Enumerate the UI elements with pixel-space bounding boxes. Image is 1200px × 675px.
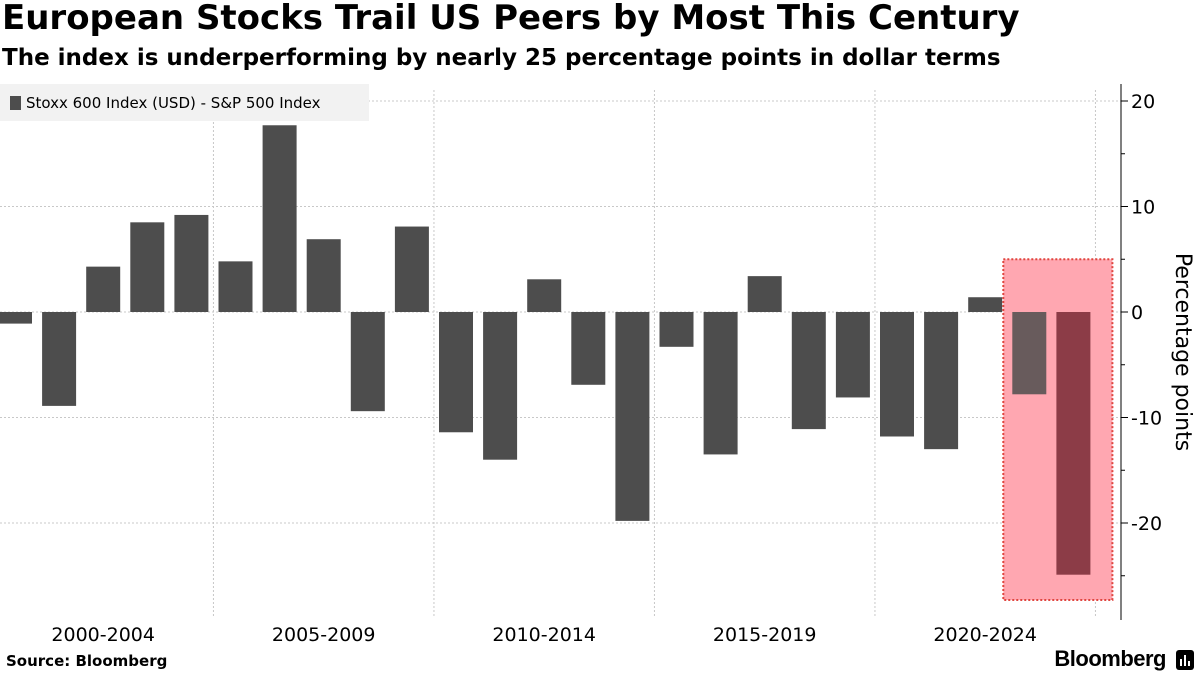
bar-2021 xyxy=(924,312,959,450)
bar-2011 xyxy=(483,312,518,460)
brand-logo: Bloomberg xyxy=(1054,646,1166,671)
bar-2003 xyxy=(130,222,165,312)
x-group-label: 2015-2019 xyxy=(713,624,817,646)
bar-2010 xyxy=(439,312,473,433)
bar-2009 xyxy=(394,226,429,312)
bar-2004 xyxy=(174,214,209,312)
y-axis-title: Percentage points xyxy=(1170,253,1195,451)
legend-label: Stoxx 600 Index (USD) - S&P 500 Index xyxy=(26,93,321,112)
bar-2005 xyxy=(218,261,253,312)
bar-2016 xyxy=(703,312,738,455)
bar-2020 xyxy=(880,312,914,437)
bar-2002 xyxy=(86,266,121,312)
bar-2018 xyxy=(791,312,826,430)
x-group-label: 2000-2004 xyxy=(51,624,155,646)
legend-swatch xyxy=(10,95,21,110)
bar-2015 xyxy=(659,312,694,347)
bar-2006 xyxy=(262,125,297,312)
chart-title: European Stocks Trail US Peers by Most T… xyxy=(2,0,1020,38)
bar-2019 xyxy=(835,312,870,398)
bloomberg-terminal-icon xyxy=(1176,650,1194,670)
bar-2001 xyxy=(42,312,77,406)
bar-2014 xyxy=(615,312,650,521)
legend: Stoxx 600 Index (USD) - S&P 500 Index xyxy=(0,84,369,121)
y-axis: 20 10 0 -10 -20 Percentage points xyxy=(1120,84,1195,620)
y-tick-label: 20 xyxy=(1131,91,1155,113)
bars xyxy=(0,125,1091,575)
bar-2017 xyxy=(747,276,782,312)
x-axis-labels: 2000-2004 2005-2009 2010-2014 2015-2019 2020… xyxy=(51,624,1037,646)
x-group-label: 2010-2014 xyxy=(492,624,596,646)
y-tick-label: -10 xyxy=(1131,408,1162,430)
bar-2013 xyxy=(571,312,606,385)
bar-2022 xyxy=(968,297,1003,312)
bar-2008 xyxy=(350,312,385,412)
bar-2024 xyxy=(1056,312,1091,575)
y-tick-label: 0 xyxy=(1131,302,1143,324)
y-tick-label: -20 xyxy=(1131,513,1162,535)
bar-2007 xyxy=(306,239,341,312)
source-note: Source: Bloomberg xyxy=(6,652,168,670)
bar-2023 xyxy=(1012,312,1047,395)
x-group-label: 2005-2009 xyxy=(272,624,376,646)
bar-2000 xyxy=(0,312,32,324)
x-group-label: 2020-2024 xyxy=(933,624,1037,646)
y-tick-label: 10 xyxy=(1131,197,1155,219)
bar-2012 xyxy=(527,279,562,312)
chart-subtitle: The index is underperforming by nearly 2… xyxy=(2,45,1001,71)
